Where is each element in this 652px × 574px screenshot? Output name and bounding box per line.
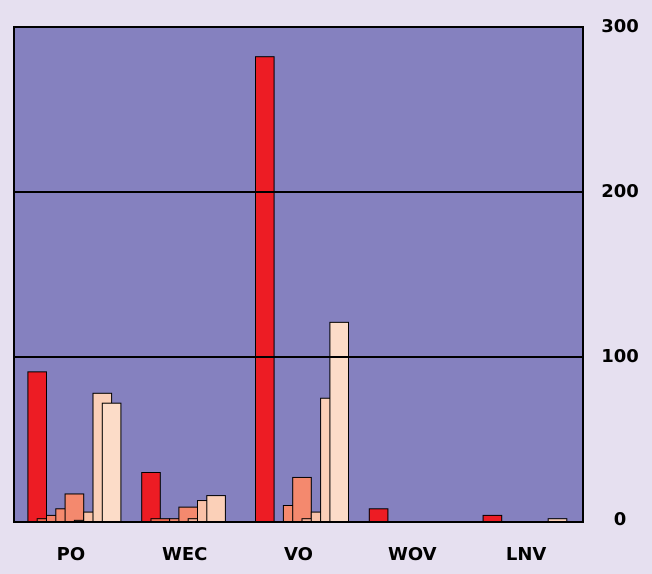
- bar: [101, 402, 122, 523]
- bar: [206, 495, 226, 523]
- bar: [292, 476, 312, 523]
- x-tick-label: PO: [57, 544, 86, 565]
- bar: [64, 493, 85, 523]
- bar: [27, 371, 47, 523]
- bar: [368, 508, 389, 523]
- y-tick-label: 0: [614, 509, 627, 530]
- y-tick-label: 100: [601, 346, 639, 367]
- y-tick-label: 300: [601, 16, 639, 37]
- x-tick-label: WOV: [388, 544, 437, 565]
- bar: [329, 321, 349, 523]
- bar: [141, 472, 161, 523]
- plot-border: [13, 26, 584, 523]
- x-tick-label: LNV: [506, 544, 547, 565]
- bar: [255, 56, 275, 523]
- x-tick-label: VO: [284, 544, 313, 565]
- x-tick-label: WEC: [162, 544, 207, 565]
- y-tick-label: 200: [601, 181, 639, 202]
